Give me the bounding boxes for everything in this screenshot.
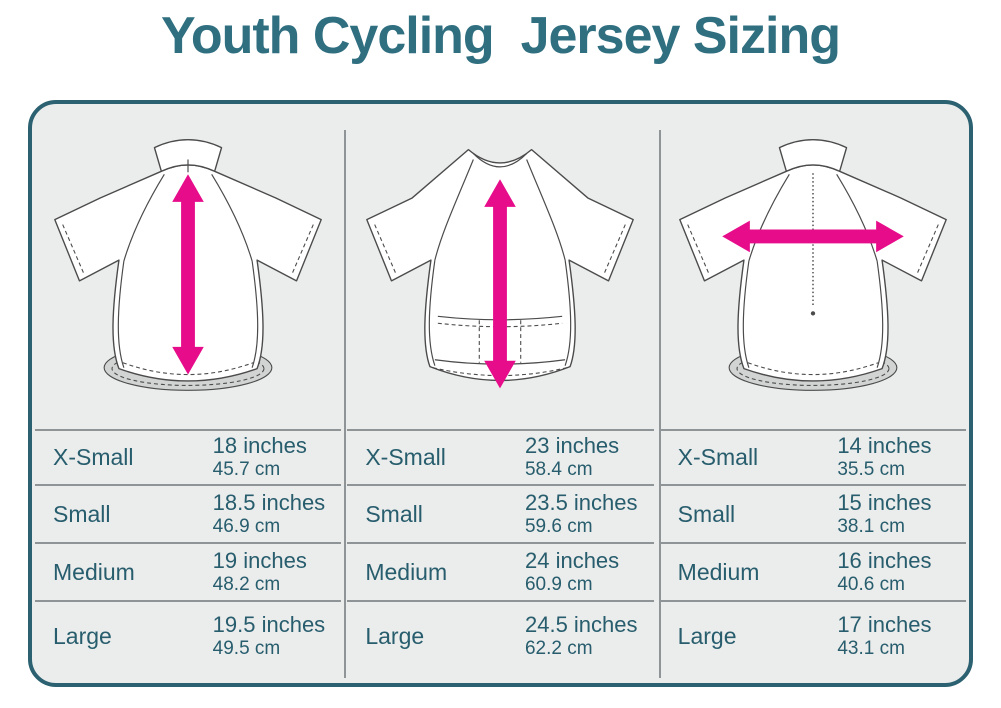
column-back-length: X-Small 23 inches 58.4 cm Small 23.5 inch… [344,104,656,683]
table-row: Medium 19 inches 48.2 cm [35,542,342,600]
cuff-left [62,224,86,276]
cm-value: 38.1 cm [837,515,905,537]
collar [778,139,848,172]
size-label: Small [677,500,736,527]
jersey-front-zip-view-icon [678,139,947,391]
table-row: Large 19.5 inches 49.5 cm [35,600,342,671]
chest-width-size-table: X-Small 14 inches 35.5 cm Small 15 inches… [659,429,966,671]
cm-value: 59.6 cm [524,515,593,537]
size-label: X-Small [53,444,134,470]
inches-value: 19.5 inches [212,612,326,638]
back-length-measure-arrow [484,179,517,389]
table-row: Large 24.5 inches 62.2 cm [347,600,654,671]
cm-value: 35.5 cm [837,459,905,481]
cuff-right [603,224,627,276]
hem-inner-dashed [111,351,265,386]
front-hem-dashed [122,362,254,376]
table-row: X-Small 23 inches 58.4 cm [347,429,654,484]
size-label: X-Small [677,444,759,470]
cm-value: 40.6 cm [837,573,905,595]
sizing-chart-panel: X-Small 18 inches 45.7 cm Small 18.5 inch… [28,100,973,687]
front-hem-dashed [747,362,879,376]
column-front-length: X-Small 18 inches 45.7 cm Small 18.5 inch… [32,104,344,683]
raglan-seam-left [748,173,790,262]
chest-width-diagram [657,104,969,429]
inches-value: 14 inches [837,433,932,459]
size-label: Large [53,623,112,649]
cm-value: 60.9 cm [524,573,593,595]
cm-value: 46.9 cm [212,515,281,537]
column-divider [343,130,346,678]
inches-value: 16 inches [837,547,932,573]
size-label: Medium [365,558,448,585]
neckband-inner [473,153,528,168]
table-row: Small 18.5 inches 46.9 cm [35,484,342,542]
cm-value: 45.7 cm [212,459,281,481]
raglan-seam-right [211,173,253,262]
jersey-back-view-icon [366,148,635,389]
size-label: Small [53,500,111,527]
inches-value: 18 inches [212,433,307,459]
table-row: X-Small 14 inches 35.5 cm [659,429,966,484]
inches-value: 23.5 inches [524,489,638,515]
inches-value: 19 inches [212,547,307,573]
back-hem-dashed [433,367,568,377]
size-label: X-Small [365,444,446,470]
zipper-pull [810,311,815,316]
column-chest-width: X-Small 14 inches 35.5 cm Small 15 inches… [657,104,969,683]
cuff-right [291,224,314,276]
chest-width-measure-arrow [722,220,904,253]
size-label: Small [365,500,423,527]
jersey-front-view-icon [54,139,323,391]
side-panel-right [565,260,572,366]
inches-value: 24.5 inches [524,612,638,638]
size-label: Large [365,623,425,649]
raglan-seam-right [835,173,878,262]
size-label: Medium [677,558,760,585]
inches-value: 24 inches [524,547,620,573]
collar [153,139,223,172]
table-row: Large 17 inches 43.1 cm [659,600,966,671]
cuff-left [374,224,398,276]
front-length-size-table: X-Small 18 inches 45.7 cm Small 18.5 inch… [35,429,342,671]
front-length-measure-arrow [172,174,204,375]
cm-value: 49.5 cm [212,638,281,660]
side-panel-left [742,261,750,368]
side-panel-right [876,261,884,368]
cuff-left [687,224,710,276]
back-length-diagram [344,104,656,429]
table-row: Medium 16 inches 40.6 cm [659,542,966,600]
side-panel-left [429,260,436,366]
table-row: Small 23.5 inches 59.6 cm [347,484,654,542]
raglan-seam-left [434,159,475,261]
table-row: Small 15 inches 38.1 cm [659,484,966,542]
page-title: Youth Cycling Jersey Sizing [161,7,841,65]
inches-value: 18.5 inches [212,489,326,515]
raglan-seam-right [526,159,567,261]
side-panel-left [117,261,125,368]
size-label: Medium [53,558,135,585]
side-panel-right [251,261,259,368]
column-divider [658,130,661,678]
inches-value: 23 inches [524,433,620,459]
cm-value: 62.2 cm [524,638,593,660]
front-length-diagram [32,104,344,429]
cm-value: 43.1 cm [837,638,905,660]
hem-inner-dashed [736,351,890,386]
inches-value: 15 inches [837,489,932,515]
cm-value: 58.4 cm [524,459,593,481]
cuff-right [915,224,939,276]
raglan-seam-left [123,173,165,262]
size-label: Large [677,623,737,649]
cm-value: 48.2 cm [212,573,281,595]
table-row: Medium 24 inches 60.9 cm [347,542,654,600]
back-length-size-table: X-Small 23 inches 58.4 cm Small 23.5 inch… [347,429,654,671]
table-row: X-Small 18 inches 45.7 cm [35,429,342,484]
inches-value: 17 inches [837,612,932,638]
